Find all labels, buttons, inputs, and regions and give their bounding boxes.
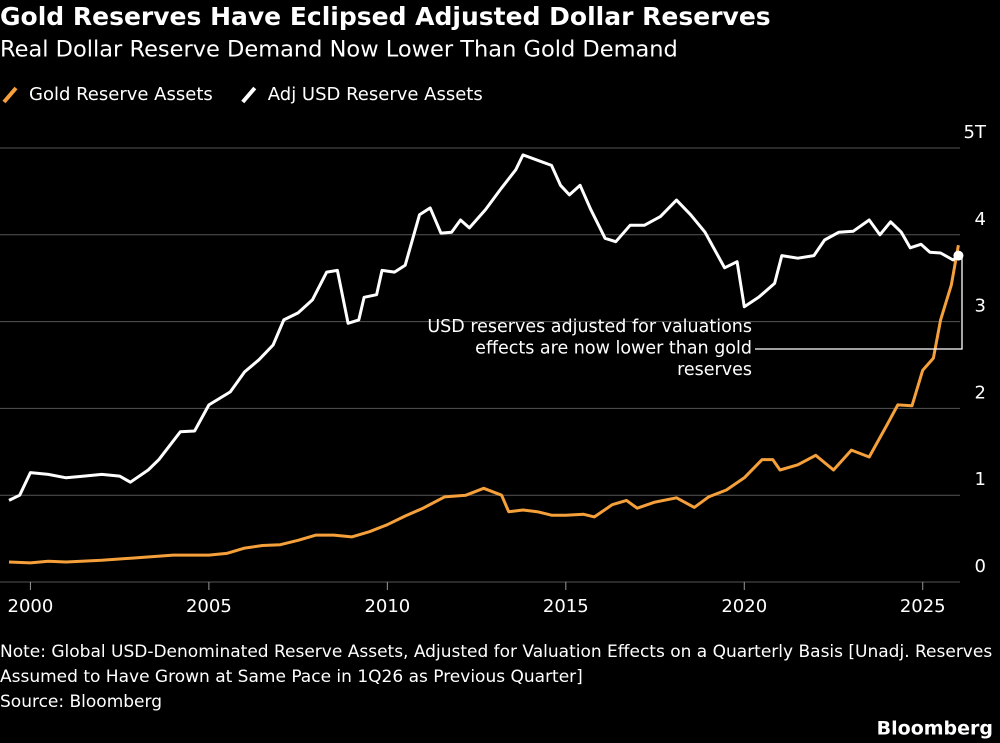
y-tick-label: 3 [975, 296, 986, 317]
legend-swatch [241, 86, 257, 104]
legend-label: Gold Reserve Assets [29, 84, 213, 105]
end-dot [953, 250, 964, 261]
source: Source: Bloomberg [0, 692, 162, 712]
legend: Gold Reserve Assets Adj USD Reserve Asset… [2, 84, 483, 105]
x-tick-label: 2025 [900, 596, 946, 617]
x-tick-label: 2000 [8, 596, 54, 617]
x-tick-label: 2015 [543, 596, 589, 617]
x-tick-label: 2020 [721, 596, 767, 617]
note-block: Note: Global USD-Denominated Reserve Ass… [0, 640, 995, 715]
chart-title: Gold Reserves Have Eclipsed Adjusted Dol… [0, 2, 771, 31]
chart-subtitle: Real Dollar Reserve Demand Now Lower Tha… [0, 37, 678, 63]
logo: Bloomberg [877, 718, 993, 740]
y-tick-label: 1 [975, 469, 986, 490]
note: Note: Global USD-Denominated Reserve Ass… [0, 642, 993, 687]
annotation: USD reserves adjusted for valuationseffe… [427, 317, 752, 380]
annotation-line: USD reserves adjusted for valuations [427, 317, 752, 337]
lines [8, 153, 964, 565]
legend-label: Adj USD Reserve Assets [268, 84, 483, 105]
annotation-line: reserves [677, 360, 752, 380]
grid: 0 1 2 3 4 5T 2000 2005 2010 2015 2020 2025 [0, 122, 987, 617]
series-line [8, 153, 960, 502]
legend-swatch [2, 86, 18, 104]
y-tick-label: 0 [975, 556, 986, 577]
x-tick-label: 2010 [364, 596, 410, 617]
y-tick-label: 2 [975, 382, 986, 403]
x-tick-label: 2005 [186, 596, 232, 617]
y-tick-label: 5T [964, 122, 987, 143]
annotation-leader [755, 256, 963, 350]
annotation-line: effects are now lower than gold [475, 339, 752, 359]
y-tick-label: 4 [975, 209, 986, 230]
series-line [8, 244, 960, 565]
